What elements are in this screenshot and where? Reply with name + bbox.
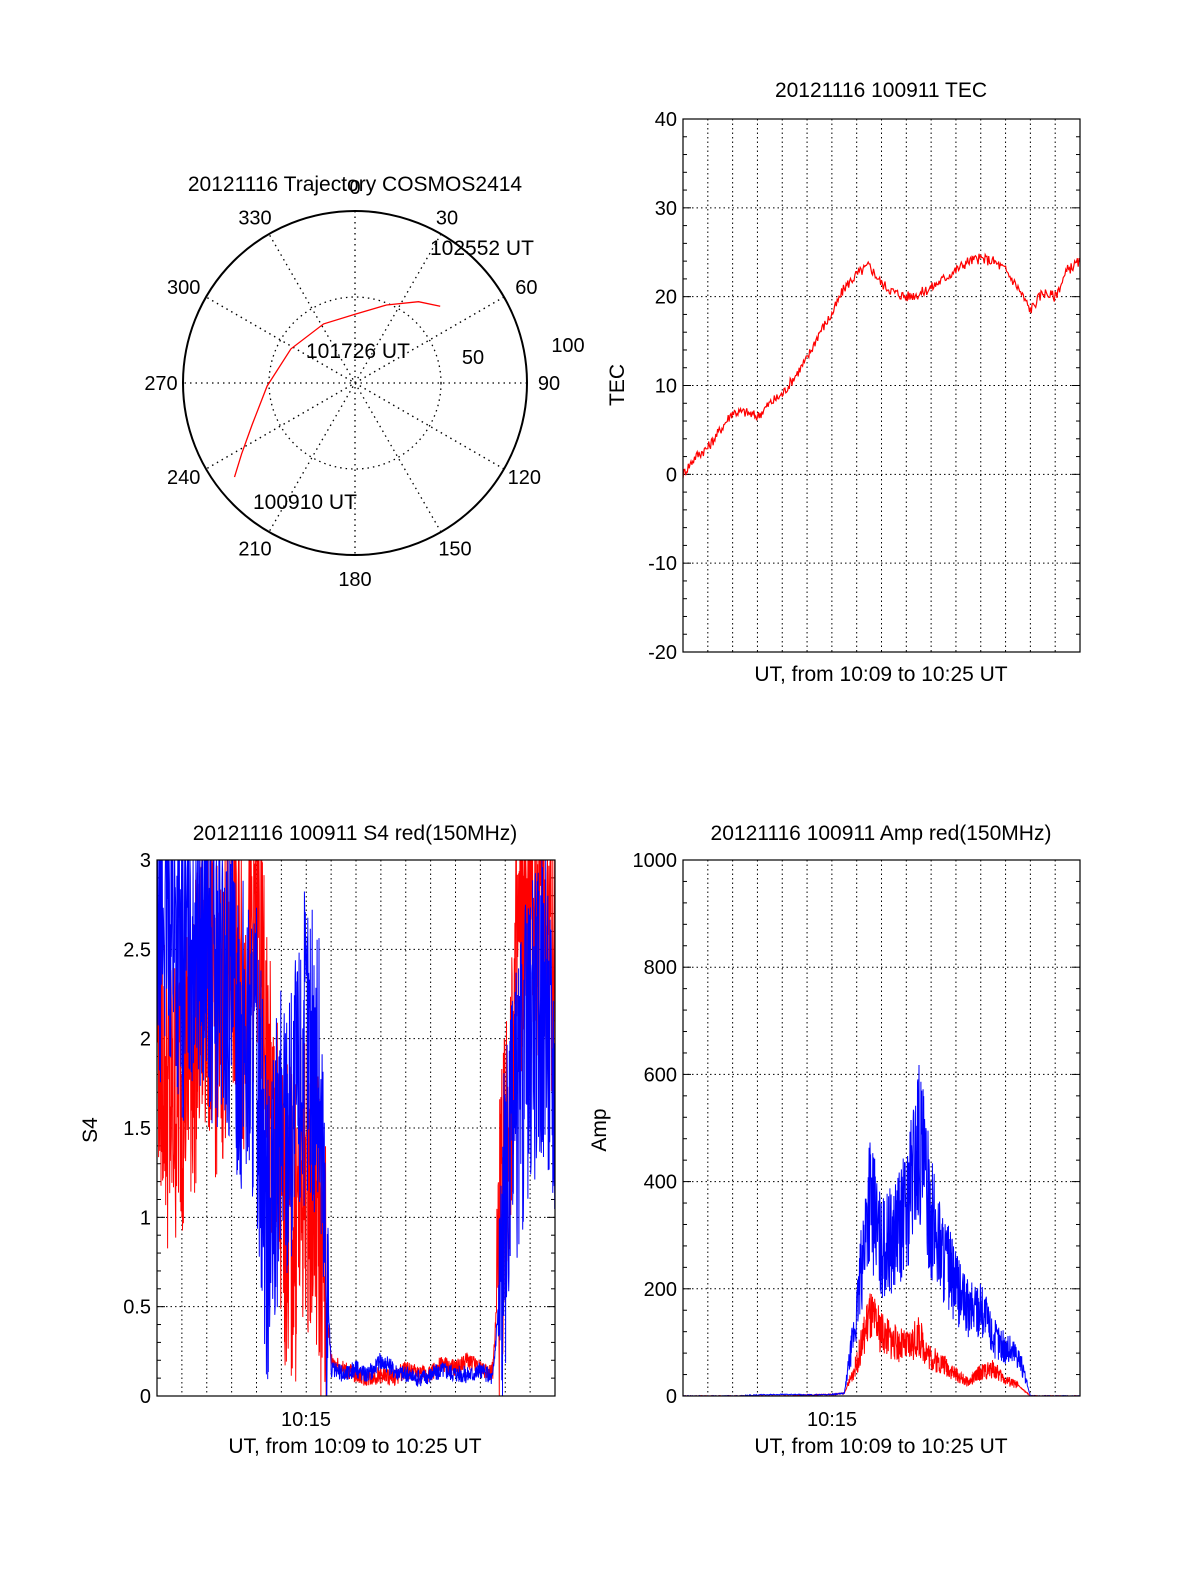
y-tick-label: 600 — [644, 1064, 677, 1086]
tec-ylabel: TEC — [606, 364, 629, 406]
s4-xtick-1015: 10:15 — [281, 1409, 331, 1431]
tec-xlabel: UT, from 10:09 to 10:25 UT — [754, 663, 1007, 686]
time-label-start: 100910 UT — [253, 491, 357, 514]
y-tick-label: 0 — [140, 1386, 151, 1408]
y-tick-label: 800 — [644, 957, 677, 979]
amp-grid — [683, 860, 1080, 1396]
polar-angle-label: 330 — [238, 208, 271, 230]
amp-ylabel: Amp — [588, 1108, 611, 1151]
y-tick-label: 3 — [140, 850, 151, 872]
polar-angle-label: 0 — [349, 177, 360, 199]
amp-series-red-line — [682, 1293, 1080, 1397]
polar-angle-label: 30 — [436, 208, 458, 230]
y-tick-label: -10 — [648, 553, 677, 575]
trajectory-title: 20121116 Trajectory COSMOS2414 — [188, 173, 523, 196]
y-tick-label: -20 — [648, 642, 677, 664]
amp-title: 20121116 100911 Amp red(150MHz) — [711, 822, 1052, 845]
polar-angle-label: 270 — [144, 373, 177, 395]
s4-ylabel: S4 — [79, 1117, 102, 1143]
polar-angle-label: 180 — [338, 569, 371, 591]
tec-y-ticks: -20 -10 0 10 20 30 40 — [648, 109, 1080, 664]
s4-series-blue-line — [156, 859, 556, 1397]
s4-chart: 20121116 100911 S4 red(150MHz) 0 0.5 1 1.5 2… — [79, 822, 556, 1458]
trajectory-path — [233, 301, 441, 478]
y-tick-label: 1.5 — [123, 1118, 151, 1140]
s4-xlabel: UT, from 10:09 to 10:25 UT — [228, 1435, 481, 1458]
y-tick-label: 20 — [655, 287, 677, 309]
time-label-end: 102552 UT — [430, 237, 534, 260]
polar-spokes — [183, 211, 527, 555]
y-tick-label: 200 — [644, 1279, 677, 1301]
tec-frame — [682, 118, 1081, 653]
amp-xlabel: UT, from 10:09 to 10:25 UT — [754, 1435, 1007, 1458]
polar-angle-label: 150 — [438, 538, 471, 560]
amp-frame — [682, 859, 1081, 1397]
amp-chart: 20121116 100911 Amp red(150MHz) 0 200 400 6… — [588, 822, 1081, 1458]
polar-angle-label: 240 — [167, 467, 200, 489]
y-tick-label: 1 — [140, 1207, 151, 1229]
y-tick-label: 0 — [666, 1386, 677, 1408]
polar-angle-labels: 0 30 60 90 120 150 180 210 240 270 300 330 — [144, 177, 560, 591]
time-label-mid: 101726 UT — [306, 340, 410, 363]
s4-grid — [157, 860, 555, 1396]
tec-grid — [683, 119, 1080, 652]
trajectory-polar-plot: 20121116 Trajectory COSMOS2414 0 30 60 90 12… — [144, 173, 584, 591]
y-tick-label: 2.5 — [123, 939, 151, 961]
polar-angle-label: 60 — [515, 277, 537, 299]
amp-series-blue-line — [682, 1064, 1080, 1397]
tec-series — [682, 252, 1080, 479]
polar-angle-label: 210 — [238, 538, 271, 560]
polar-angle-label: 120 — [508, 467, 541, 489]
y-tick-label: 30 — [655, 198, 677, 220]
tec-title: 20121116 100911 TEC — [775, 79, 987, 102]
tec-series-red-line — [682, 252, 1080, 479]
y-tick-label: 400 — [644, 1172, 677, 1194]
polar-spoke-150 — [268, 233, 442, 533]
amp-xtick-1015: 10:15 — [807, 1409, 857, 1431]
y-tick-label: 1000 — [633, 850, 678, 872]
y-tick-label: 0 — [666, 464, 677, 486]
s4-title: 20121116 100911 S4 red(150MHz) — [193, 822, 518, 845]
y-tick-label: 2 — [140, 1029, 151, 1051]
polar-angle-label: 90 — [538, 373, 560, 395]
amp-y-ticks: 0 200 400 600 800 1000 — [633, 850, 1080, 1408]
radial-label-50: 50 — [462, 347, 484, 369]
radial-label-100: 100 — [551, 335, 584, 357]
s4-frame — [156, 859, 556, 1397]
y-tick-label: 10 — [655, 376, 677, 398]
polar-angle-label: 300 — [167, 277, 200, 299]
y-tick-label: 40 — [655, 109, 677, 131]
y-tick-label: 0.5 — [123, 1297, 151, 1319]
s4-series — [156, 859, 556, 1397]
